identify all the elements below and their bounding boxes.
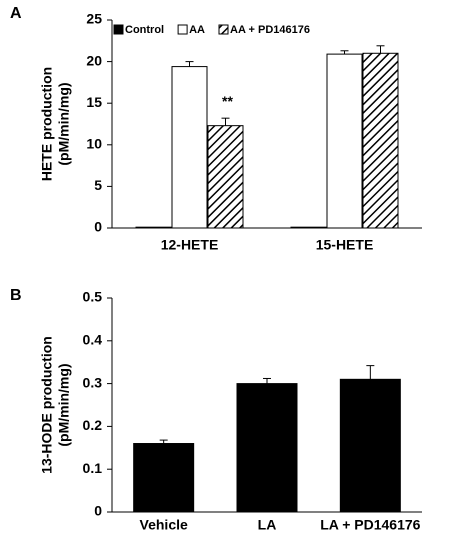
y-tick-label: 0.1 <box>83 460 103 476</box>
legend-label: AA <box>189 24 205 36</box>
x-tick-label: 15-HETE <box>316 237 374 253</box>
y-tick-label: 0 <box>94 503 102 519</box>
y-tick-label: 0.4 <box>83 332 103 348</box>
legend-label: Control <box>125 24 164 36</box>
y-tick-label: 0 <box>94 219 102 235</box>
y-tick-label: 10 <box>86 136 102 152</box>
bar <box>171 66 208 229</box>
bar <box>326 53 363 229</box>
y-tick-label: 0.2 <box>83 417 103 433</box>
bar <box>207 125 244 229</box>
bar <box>362 52 399 229</box>
bar <box>135 226 172 229</box>
y-tick-label: 15 <box>86 94 102 110</box>
x-tick-label: LA + PD146176 <box>320 517 420 533</box>
x-tick-label: 12-HETE <box>161 237 219 253</box>
legend-swatch <box>113 24 124 35</box>
y-tick-label: 20 <box>86 52 102 68</box>
x-tick-label: LA <box>258 517 277 533</box>
legend-swatch <box>177 24 188 35</box>
legend-label: AA + PD146176 <box>230 24 310 36</box>
bar <box>133 443 195 513</box>
y-tick-label: 25 <box>86 11 102 27</box>
annotation: ** <box>222 93 233 109</box>
bar <box>290 226 327 229</box>
bar <box>339 378 401 513</box>
bar <box>236 383 298 513</box>
y-axis-label: (pM/min/mg) <box>56 363 72 446</box>
x-tick-label: Vehicle <box>140 517 188 533</box>
legend-swatch <box>218 24 229 35</box>
y-axis-label: 13-HODE production <box>39 336 55 474</box>
panel-label: A <box>10 5 22 22</box>
y-axis-label: HETE production <box>39 67 55 181</box>
y-axis-label: (pM/min/mg) <box>56 82 72 165</box>
y-tick-label: 0.5 <box>83 289 103 305</box>
y-tick-label: 5 <box>94 177 102 193</box>
panel-label: B <box>10 287 22 304</box>
y-tick-label: 0.3 <box>83 374 103 390</box>
